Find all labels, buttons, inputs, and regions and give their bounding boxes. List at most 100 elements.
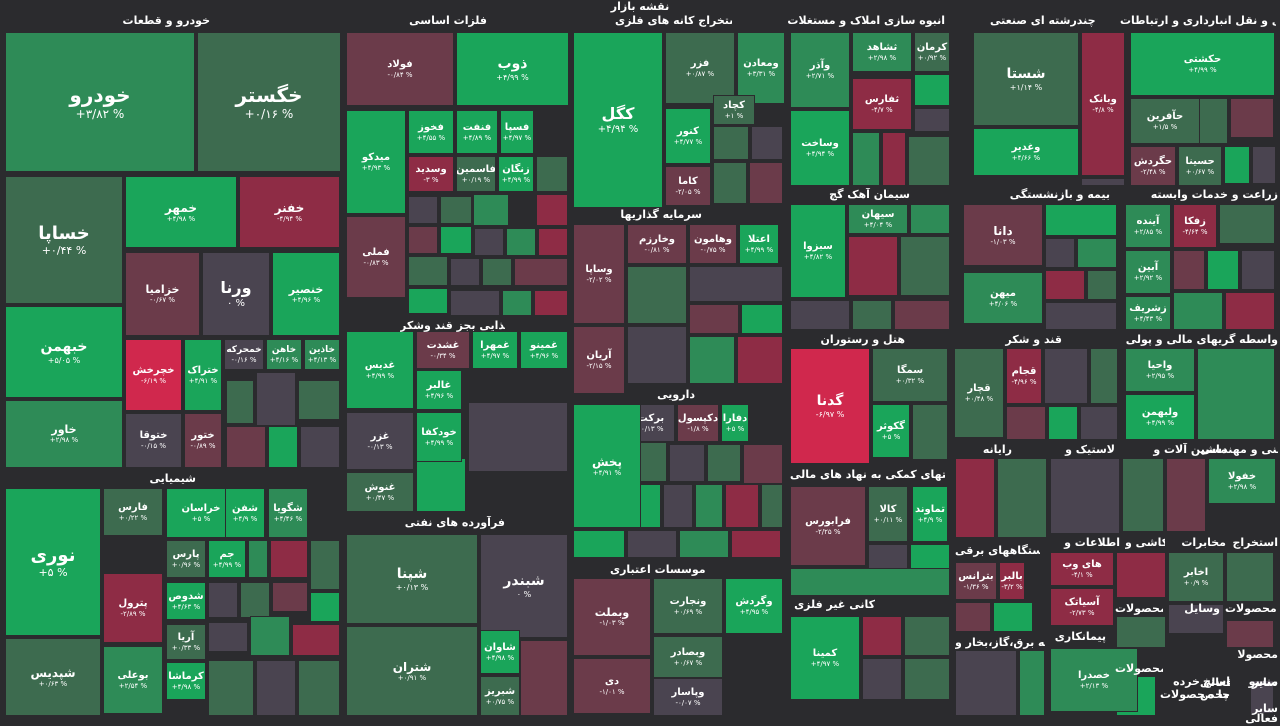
- stock-tile[interactable]: قجام -۴/۹۶ %: [1006, 348, 1042, 404]
- stock-tile[interactable]: آسیاتک -۲/۷۳ %: [1050, 588, 1114, 626]
- stock-tile[interactable]: فزر +۰/۸۷ %: [665, 32, 735, 104]
- stock-tile[interactable]: شتران +۰/۹۱ %: [346, 626, 478, 716]
- stock-tile[interactable]: دانا -۱/۰۳ %: [963, 204, 1043, 266]
- stock-tile[interactable]: شدوص +۴/۶۳ %: [166, 582, 206, 620]
- stock-tile[interactable]: آبین +۲/۹۲ %: [1125, 250, 1171, 294]
- stock-tile[interactable]: کگل +۴/۹۴ %: [573, 32, 663, 208]
- stock-tile[interactable]: غمینو +۴/۹۶ %: [520, 331, 568, 369]
- stock-tile[interactable]: شگویا +۴/۴۶ %: [268, 488, 308, 538]
- stock-tile[interactable]: ثفارس -۴/۷ %: [852, 78, 912, 130]
- stock-tile[interactable]: غمهرا +۴/۹۷ %: [472, 331, 518, 369]
- stock-tile[interactable]: کمینا +۴/۹۷ %: [790, 616, 860, 700]
- stock-tile[interactable]: پارس +۰/۹۶ %: [166, 540, 206, 578]
- stock-tile[interactable]: حسینا +۰/۶۷ %: [1178, 146, 1222, 186]
- stock-tile[interactable]: سیهان +۴/۰۴ %: [848, 204, 908, 234]
- stock-tile[interactable]: غدیس +۴/۹۹ %: [346, 331, 414, 409]
- stock-tile[interactable]: ونجارت +۰/۶۹ %: [653, 578, 723, 634]
- stock-tile[interactable]: وآذر +۲/۷۱ %: [790, 32, 850, 108]
- stock-tile[interactable]: های وب -۴/۱ %: [1050, 552, 1114, 586]
- stock-tile[interactable]: زنگان +۴/۹۹ %: [498, 156, 534, 192]
- stock-tile[interactable]: وغدیر +۴/۶۶ %: [973, 128, 1079, 176]
- stock-tile[interactable]: خمهر +۴/۹۸ %: [125, 176, 237, 248]
- stock-tile[interactable]: خنصیر +۴/۹۶ %: [272, 252, 340, 336]
- stock-tile[interactable]: دکپسول -۱/۸ %: [677, 404, 719, 442]
- stock-tile[interactable]: خزامیا -۰/۶۷ %: [125, 252, 200, 336]
- stock-tile[interactable]: اعتلا +۴/۹۹ %: [739, 224, 779, 264]
- stock-tile[interactable]: خگستر +۰/۱۶ %: [197, 32, 341, 172]
- stock-tile[interactable]: نوری +۵ %: [5, 488, 101, 636]
- stock-tile[interactable]: ختور -۰/۸۹ %: [184, 413, 222, 468]
- stock-tile[interactable]: وسدید -۳ %: [408, 156, 454, 192]
- stock-tile[interactable]: آریان -۲/۱۵ %: [573, 326, 625, 394]
- stock-tile[interactable]: فارس +۰/۲۲ %: [103, 488, 163, 536]
- stock-tile[interactable]: خفولا +۲/۹۸ %: [1208, 458, 1276, 504]
- stock-tile[interactable]: خاهن +۴/۱۶ %: [266, 339, 302, 370]
- stock-tile[interactable]: غشدت -۰/۳۴ %: [416, 331, 470, 369]
- stock-tile[interactable]: کاما -۲/۰۵ %: [665, 166, 711, 206]
- stock-tile[interactable]: شبریز +۰/۷۵ %: [480, 676, 520, 716]
- stock-tile[interactable]: وساپا -۲/۰۲ %: [573, 224, 625, 324]
- stock-tile[interactable]: ذوب +۴/۹۹ %: [456, 32, 569, 106]
- stock-tile[interactable]: ومعادن +۳/۳۱ %: [737, 32, 785, 104]
- stock-tile[interactable]: خفنر -۴/۹۴ %: [239, 176, 340, 248]
- stock-tile[interactable]: فرابورس -۲/۲۵ %: [790, 486, 866, 566]
- stock-tile[interactable]: کرماشا +۴/۹۸ %: [166, 662, 206, 700]
- stock-tile[interactable]: شبندر ۰ %: [480, 534, 568, 638]
- stock-tile[interactable]: خاذین +۴/۱۳ %: [304, 339, 340, 370]
- stock-tile[interactable]: ثشاهد +۲/۹۸ %: [852, 32, 912, 72]
- stock-tile[interactable]: فخوز +۴/۵۵ %: [408, 110, 454, 154]
- stock-tile[interactable]: قچار +۰/۴۸ %: [954, 348, 1004, 438]
- stock-tile[interactable]: میهن +۴/۰۶ %: [963, 272, 1043, 324]
- stock-tile[interactable]: وبانک -۴/۸ %: [1081, 32, 1125, 176]
- stock-tile[interactable]: شپنا +۰/۱۳ %: [346, 534, 478, 624]
- stock-tile[interactable]: خاور +۲/۹۸ %: [5, 400, 123, 468]
- stock-tile[interactable]: سمگا +۰/۳۲ %: [872, 348, 948, 402]
- stock-tile[interactable]: بالبر -۳/۲ %: [999, 562, 1025, 600]
- stock-tile[interactable]: شفن +۴/۹ %: [225, 488, 265, 538]
- stock-tile[interactable]: واحیا +۲/۹۵ %: [1125, 348, 1195, 392]
- stock-tile[interactable]: وبملت -۱/۰۳ %: [573, 578, 651, 656]
- stock-tile[interactable]: زفکا -۴/۶۴ %: [1173, 204, 1217, 248]
- stock-tile[interactable]: آینده +۲/۸۵ %: [1125, 204, 1171, 248]
- stock-tile[interactable]: غالبر +۴/۹۶ %: [416, 370, 462, 410]
- stock-tile[interactable]: بوعلی +۲/۵۴ %: [103, 646, 163, 714]
- stock-tile[interactable]: کنور +۴/۷۷ %: [665, 108, 711, 164]
- stock-tile[interactable]: خودرو +۳/۸۲ %: [5, 32, 195, 172]
- stock-tile[interactable]: پترول -۲/۸۹ %: [103, 573, 163, 643]
- stock-tile[interactable]: ختوقا -۰/۱۵ %: [125, 413, 182, 468]
- stock-tile[interactable]: بترانس -۱/۳۶ %: [955, 562, 997, 600]
- stock-tile[interactable]: اخابر +۰/۹ %: [1168, 552, 1224, 602]
- stock-tile[interactable]: وپاسار -۰/۰۷ %: [653, 678, 723, 716]
- stock-tile[interactable]: خصدرا +۲/۱۳ %: [1050, 648, 1138, 712]
- stock-tile[interactable]: خچرخش -۶/۱۹ %: [125, 339, 182, 411]
- stock-tile[interactable]: شپدیس +۰/۶۳ %: [5, 638, 101, 716]
- stock-tile[interactable]: شاوان +۴/۹۸ %: [480, 630, 520, 674]
- stock-tile[interactable]: کالا +۰/۱۱ %: [868, 486, 908, 542]
- stock-tile[interactable]: فسپا +۴/۹۷ %: [500, 110, 534, 154]
- stock-tile[interactable]: ولبهمن +۴/۹۹ %: [1125, 394, 1195, 440]
- stock-tile[interactable]: وساخت +۴/۹۴ %: [790, 110, 850, 186]
- stock-tile[interactable]: سبزوا +۴/۸۲ %: [790, 204, 846, 298]
- stock-tile[interactable]: آریا +۰/۳۳ %: [166, 624, 206, 660]
- stock-tile[interactable]: ختراک +۴/۹۱ %: [184, 339, 222, 411]
- stock-tile[interactable]: کچاد +۱ %: [713, 95, 755, 125]
- stock-tile[interactable]: جم +۴/۹۹ %: [208, 540, 246, 578]
- stock-tile[interactable]: فملی -۰/۸۳ %: [346, 216, 406, 298]
- stock-tile[interactable]: فنفت +۴/۸۹ %: [456, 110, 498, 154]
- stock-tile[interactable]: خودکفا +۴/۹۹ %: [416, 412, 462, 462]
- stock-tile[interactable]: زشریف +۴/۴۳ %: [1125, 296, 1171, 330]
- stock-tile[interactable]: شستا +۱/۱۴ %: [973, 32, 1079, 126]
- stock-tile[interactable]: خمحرکه -۰/۱۶ %: [224, 339, 264, 370]
- stock-tile[interactable]: حگردش -۲/۴۸ %: [1130, 146, 1176, 186]
- stock-tile[interactable]: غنوش +۰/۴۷ %: [346, 472, 414, 512]
- stock-tile[interactable]: وبصادر +۰/۶۷ %: [653, 636, 723, 678]
- stock-tile[interactable]: ورنا ۰ %: [202, 252, 270, 336]
- stock-tile[interactable]: تماوند +۴/۹ %: [912, 486, 948, 542]
- stock-tile[interactable]: پخش +۴/۹۱ %: [573, 404, 641, 528]
- stock-tile[interactable]: خساپا +۰/۴۴ %: [5, 176, 123, 304]
- stock-tile[interactable]: دی -۱/۰۱ %: [573, 658, 651, 714]
- stock-tile[interactable]: غزر -۰/۱۳ %: [346, 412, 414, 470]
- stock-tile[interactable]: میدکو +۴/۹۳ %: [346, 110, 406, 214]
- stock-tile[interactable]: گکوثر +۵ %: [872, 404, 910, 458]
- stock-tile[interactable]: گدنا -۶/۹۷ %: [790, 348, 870, 464]
